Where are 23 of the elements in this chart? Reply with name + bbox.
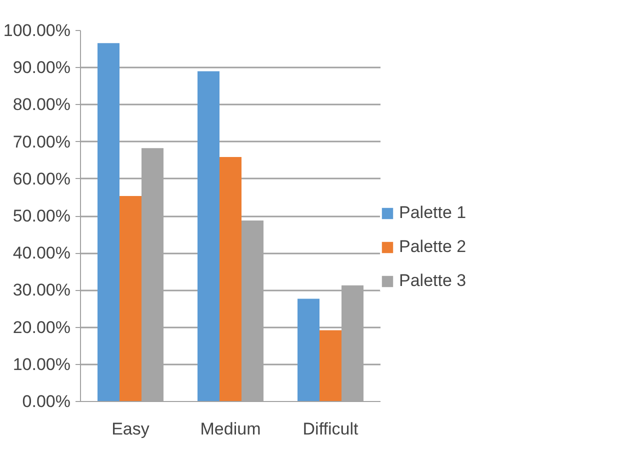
y-tick-label: 40.00% (12, 244, 71, 263)
bar (298, 298, 320, 402)
legend-label: Palette 3 (399, 271, 466, 291)
y-tick-label: 100.00% (3, 21, 71, 40)
y-tick-label: 30.00% (12, 280, 71, 300)
bar (320, 330, 342, 402)
y-tick-label: 90.00% (12, 58, 71, 78)
y-tick-label: 20.00% (12, 318, 71, 337)
y-tick-label: 80.00% (12, 95, 71, 114)
bar (198, 71, 220, 402)
y-tick-label: 50.00% (12, 206, 71, 226)
y-tick-label: 0.00% (22, 392, 70, 411)
legend-label: Palette 2 (399, 237, 466, 257)
y-tick-label: 70.00% (12, 132, 71, 152)
bar (120, 196, 142, 402)
x-tick-label: Easy (112, 420, 150, 438)
x-tick-label: Difficult (302, 420, 358, 438)
x-tick-label: Medium (200, 420, 261, 438)
bar (220, 157, 242, 402)
y-tick-label: 10.00% (12, 354, 71, 374)
bar (98, 43, 120, 402)
legend-label: Palette 1 (399, 203, 466, 223)
y-tick-label: 60.00% (12, 169, 71, 188)
